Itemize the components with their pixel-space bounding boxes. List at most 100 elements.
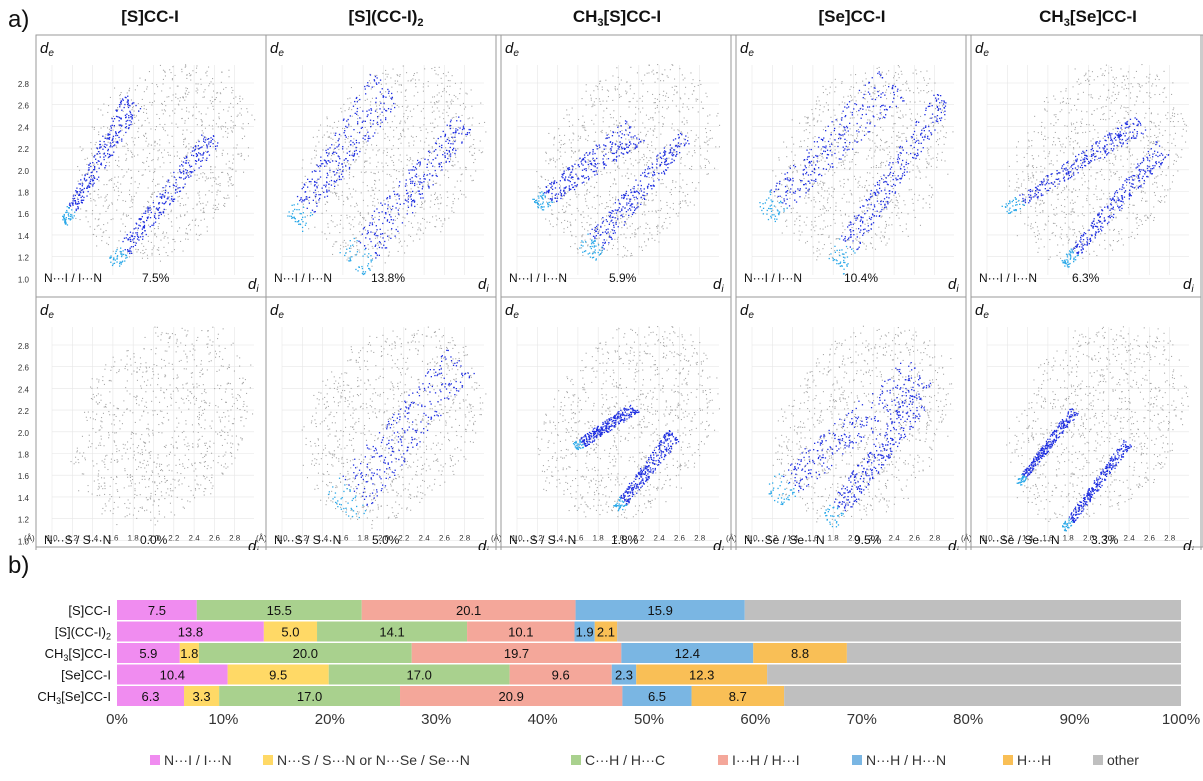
cloud-point xyxy=(148,71,150,73)
cloud-point xyxy=(162,78,164,80)
cloud-point xyxy=(618,200,620,202)
cloud-point xyxy=(344,128,346,130)
cloud-point xyxy=(612,203,614,205)
cloud-point xyxy=(318,201,320,203)
highlight-point xyxy=(368,268,371,270)
cloud-point xyxy=(454,154,456,156)
highlight-point xyxy=(540,205,542,208)
highlight-point xyxy=(369,74,372,76)
highlight-point xyxy=(385,109,387,112)
highlight-point xyxy=(611,210,613,212)
cloud-point xyxy=(95,147,97,149)
cloud-point xyxy=(207,201,209,203)
cloud-point xyxy=(656,72,658,74)
cloud-point xyxy=(317,191,319,193)
y-tick-label: 1.0 xyxy=(18,275,30,284)
highlight-point xyxy=(131,117,133,119)
highlight-point xyxy=(76,192,78,194)
cloud-point xyxy=(141,125,143,127)
highlight-point xyxy=(544,195,546,197)
highlight-point xyxy=(153,206,155,208)
highlight-point xyxy=(72,202,74,204)
cloud-point xyxy=(778,157,780,159)
cloud-point xyxy=(671,147,673,149)
highlight-point xyxy=(595,144,597,146)
cloud-point xyxy=(573,133,575,135)
cloud-point xyxy=(567,191,569,193)
highlight-point xyxy=(571,184,573,186)
highlight-point xyxy=(108,155,111,158)
cloud-point xyxy=(560,155,562,157)
cloud-point xyxy=(552,213,554,215)
highlight-point xyxy=(364,85,366,88)
cloud-point xyxy=(190,74,192,76)
highlight-point xyxy=(625,144,627,146)
cloud-point xyxy=(455,113,457,115)
cloud-point xyxy=(382,72,384,74)
cloud-point xyxy=(706,150,708,152)
cloud-point xyxy=(82,148,84,150)
cloud-point xyxy=(141,124,143,126)
cloud-point xyxy=(465,168,467,170)
cloud-point xyxy=(181,197,183,199)
cloud-point xyxy=(93,199,95,201)
cloud-point xyxy=(818,215,820,217)
cloud-point xyxy=(147,240,149,242)
cloud-point xyxy=(184,92,186,94)
cloud-point xyxy=(662,225,664,227)
cloud-point xyxy=(402,174,404,176)
highlight-point xyxy=(671,154,673,156)
highlight-point xyxy=(75,203,77,205)
cloud-point xyxy=(706,136,708,138)
cloud-point xyxy=(385,91,387,93)
cloud-point xyxy=(380,123,382,125)
cloud-point xyxy=(402,170,404,172)
cloud-point xyxy=(178,195,180,197)
cloud-point xyxy=(415,82,417,84)
highlight-point xyxy=(656,155,658,157)
cloud-point xyxy=(452,100,454,102)
cloud-point xyxy=(606,215,608,217)
cloud-point xyxy=(706,140,708,142)
cloud-point xyxy=(473,152,475,154)
cloud-point xyxy=(462,102,464,104)
highlight-point xyxy=(352,244,354,246)
highlight-point xyxy=(355,142,358,144)
highlight-point xyxy=(372,218,374,220)
cloud-point xyxy=(330,176,332,178)
cloud-point xyxy=(692,107,694,109)
cloud-point xyxy=(130,99,132,101)
cloud-point xyxy=(437,74,439,76)
highlight-point xyxy=(147,208,149,210)
cloud-point xyxy=(610,217,612,219)
cloud-point xyxy=(137,229,139,231)
highlight-point xyxy=(421,182,423,184)
cloud-point xyxy=(315,145,317,147)
cloud-point xyxy=(347,138,349,140)
cloud-point xyxy=(719,124,721,126)
cloud-point xyxy=(601,151,603,153)
cloud-point xyxy=(192,208,194,210)
cloud-point xyxy=(651,193,653,195)
highlight-point xyxy=(582,164,584,166)
highlight-point xyxy=(298,220,300,222)
cloud-point xyxy=(606,239,608,241)
cloud-point xyxy=(450,103,452,105)
cloud-point xyxy=(587,161,589,163)
cloud-point xyxy=(705,128,707,130)
fingerprint-highlight xyxy=(287,74,471,276)
highlight-point xyxy=(143,226,146,228)
highlight-point xyxy=(593,242,595,245)
highlight-point xyxy=(129,119,131,122)
cloud-point xyxy=(595,114,597,116)
cloud-point xyxy=(169,162,171,164)
highlight-point xyxy=(131,118,133,120)
cloud-point xyxy=(196,203,198,205)
cloud-point xyxy=(146,160,148,162)
highlight-point xyxy=(381,204,383,206)
highlight-point xyxy=(664,152,666,154)
cloud-point xyxy=(350,102,352,104)
cloud-point xyxy=(335,173,337,175)
cloud-point xyxy=(119,230,121,232)
cloud-point xyxy=(636,72,638,74)
